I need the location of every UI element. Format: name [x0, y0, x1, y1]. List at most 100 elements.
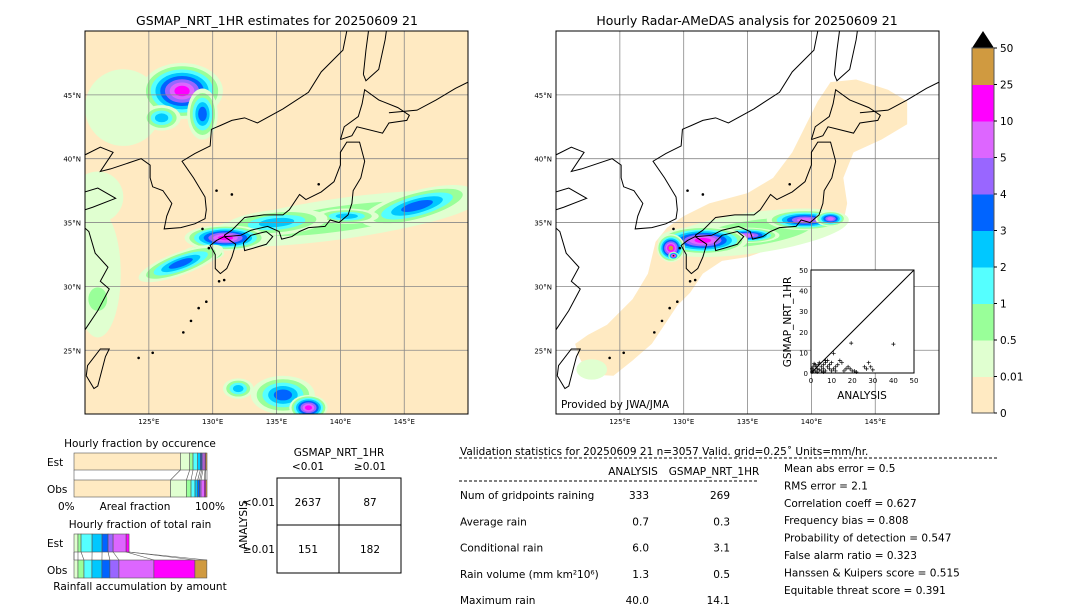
ct-row-label: <0.01: [243, 497, 275, 509]
island: [701, 193, 705, 196]
fraction-segment: [77, 559, 85, 579]
colorbar-tick-label: 0: [1000, 408, 1007, 420]
fraction-segment: [186, 479, 192, 498]
fraction-segment: [180, 452, 191, 471]
fraction-segment: [205, 452, 208, 471]
fraction-segment: [170, 479, 187, 498]
fraction-segment: [112, 533, 127, 553]
ct-col-label: ≥0.01: [354, 461, 386, 473]
island: [215, 189, 218, 192]
scatter-point: [841, 368, 846, 373]
scatter-point: [812, 361, 817, 366]
rain-area: [273, 389, 293, 401]
connector-line: [80, 551, 85, 561]
connector-line: [190, 469, 194, 481]
lat-tick-label: 30°N: [63, 283, 81, 291]
x-tick-label: 0: [809, 377, 813, 385]
rain-area: [85, 171, 124, 223]
y-axis-label: GSMAP_NRT_1HR: [782, 277, 794, 368]
ct-cell: 151: [298, 544, 318, 556]
stats-analysis-value: 6.0: [632, 543, 649, 555]
lat-tick-label: 30°N: [534, 283, 552, 291]
fraction-segment: [192, 452, 198, 471]
scatter-point: [850, 368, 855, 373]
colorbar: 0 0.01 0.5 1 2 3 4 5 10 25 50: [971, 31, 1023, 420]
scatter-point: [831, 351, 836, 356]
scatter-point: [854, 369, 859, 374]
connector-line: [197, 469, 201, 481]
stats-row-label: Rain volume (mm km²10⁶): [460, 569, 599, 581]
scatter-point: [891, 342, 896, 347]
scatter-point: [827, 362, 832, 367]
rain-area: [232, 385, 244, 393]
island: [678, 246, 682, 250]
connector-line: [194, 469, 198, 481]
island: [686, 189, 689, 192]
rain-est-label: Est: [47, 538, 63, 550]
fraction-segment: [118, 559, 155, 579]
fraction-segment: [80, 533, 93, 553]
ct-row-label: ≥0.01: [243, 544, 275, 556]
connector-line: [204, 469, 206, 481]
lat-tick-label: 35°N: [63, 220, 81, 228]
coastline: [833, 31, 858, 82]
scatter-point: [868, 364, 873, 369]
island: [137, 356, 140, 360]
island: [197, 306, 200, 310]
coastline: [85, 227, 110, 331]
lat-tick-label: 40°N: [534, 156, 552, 164]
fraction-segment: [194, 479, 198, 498]
stats-gsmap-value: 3.1: [713, 543, 730, 555]
rain-area: [174, 85, 190, 97]
lat-tick-label: 25°N: [534, 347, 552, 355]
fraction-segment: [153, 559, 196, 579]
left-map: 125°E 130°E 135°E 140°E 145°E 45°N 40°N 35°N 30°…: [63, 30, 469, 426]
fraction-segment: [125, 533, 130, 553]
island: [222, 278, 226, 282]
stats-gsmap-value: 0.5: [713, 569, 730, 581]
coastline: [556, 187, 588, 211]
colorbar-segment: [972, 267, 994, 304]
colorbar-segment: [972, 84, 994, 122]
scatter-point: [833, 364, 838, 369]
rain-area: [672, 255, 675, 257]
coastline: [388, 81, 468, 114]
coastline: [85, 348, 111, 390]
occ-xlabel: Areal fraction: [100, 501, 171, 513]
rain-area: [88, 287, 108, 311]
lon-tick-label: 125°E: [609, 418, 630, 426]
y-tick-label: 0: [804, 370, 808, 378]
stats-row-label: Maximum rain: [460, 595, 535, 607]
diagonal-line: [810, 269, 915, 374]
scatter-point: [849, 341, 854, 346]
fraction-segment: [73, 533, 79, 553]
scatter-point: [823, 358, 828, 363]
scatter-point: [817, 367, 822, 372]
rain-area: [198, 106, 207, 122]
coastline: [85, 31, 348, 230]
stats-analysis-value: 0.7: [632, 516, 649, 528]
y-tick-label: 20: [799, 329, 808, 337]
coastline: [859, 81, 939, 114]
ct-col-label: <0.01: [292, 461, 324, 473]
fraction-segment: [190, 479, 196, 498]
y-tick-label: 40: [799, 288, 808, 296]
connector-line: [126, 551, 155, 561]
fraction-segment: [189, 452, 194, 471]
rain-area: [827, 217, 834, 221]
x-tick-label: 30: [868, 377, 877, 385]
rain-area: [154, 113, 169, 123]
coastline: [362, 31, 369, 75]
island: [668, 306, 671, 310]
score-text: Hanssen & Kuipers score = 0.515: [784, 567, 960, 579]
scatter-point: [837, 358, 842, 363]
lat-tick-label: 25°N: [63, 347, 81, 355]
y-tick-label: 10: [799, 349, 808, 357]
island: [788, 182, 791, 186]
stats-row-label: Conditional rain: [460, 543, 543, 555]
lon-tick-label: 140°E: [330, 418, 351, 426]
scatter-plot: 00 10 10 20 20 30 30 40 40 50 50 ANALYSIS GSMAP_NRT_…: [782, 267, 918, 402]
coastline: [556, 348, 582, 390]
fraction-segment: [91, 559, 103, 579]
coastline: [833, 31, 840, 75]
